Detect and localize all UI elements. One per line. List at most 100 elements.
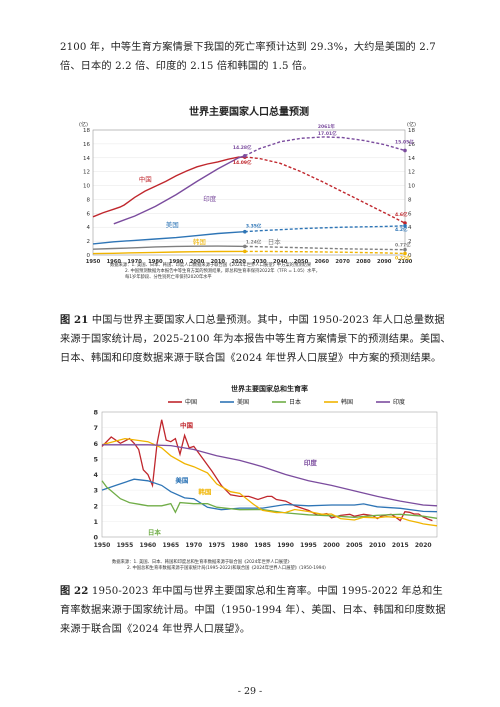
x-tick-label-7: 2020: [231, 259, 246, 265]
y-tick-label-right-3: 6: [408, 211, 412, 217]
series-label-2: 美国: [166, 220, 179, 229]
series-label-3: 日本: [268, 237, 282, 246]
series-line-4: [92, 250, 245, 255]
series-end-marker-3: [403, 247, 407, 252]
x-tick-label-8: 1990: [277, 542, 294, 549]
y-tick-label-7: 7: [93, 424, 98, 432]
y-tick-label-2: 4: [87, 225, 91, 231]
x-tick-label-12: 2010: [369, 542, 386, 549]
y-tick-label-3: 3: [93, 487, 98, 495]
x-tick-label-13: 2080: [356, 259, 371, 265]
x-tick-label-10: 2050: [294, 259, 309, 265]
x-tick-label-9: 2040: [273, 259, 288, 265]
series-end-marker-2: [403, 224, 407, 228]
series-projection-1: [244, 136, 406, 157]
x-tick-label-6: 1980: [231, 542, 248, 549]
x-tick-label-13: 2015: [392, 542, 409, 549]
y-tick-label-4: 4: [93, 471, 98, 479]
series-projection-3: [244, 245, 406, 251]
y-tick-label-right-1: 2: [408, 239, 412, 245]
page-number: - 29 -: [237, 686, 263, 697]
figure22-caption: 图 22 1950-2023 年中国与世界主要国家总和生育率。中国 1995-2…: [60, 582, 452, 639]
y-tick-label-7: 14: [83, 156, 90, 162]
plot-frame: [101, 411, 438, 538]
fig21-note-2: 2. 中国预测数据为本报告中等生育方案的预测结果，即总和生育率保持2022年（T…: [125, 269, 321, 274]
y-tick-label-right-0: 0: [408, 253, 412, 259]
value-annotation-9: 0.77亿: [395, 242, 411, 249]
fig21-note-1: 数据来源：1. 美国、日本、韩国、印度人口数据来源于联合国《2024年世界人口展…: [110, 263, 312, 268]
y-tick-label-5: 10: [83, 184, 90, 190]
value-annotation-4: 15.05亿: [395, 138, 414, 145]
value-annotation-6: 4.2亿: [395, 226, 408, 233]
y-axis-unit: (亿): [79, 121, 88, 128]
series-marker-3: [243, 244, 247, 249]
series-end-marker-4: [403, 251, 407, 256]
series-line-2: [92, 231, 245, 245]
figure21-caption-label: 图 21: [60, 314, 89, 326]
x-tick-label-8: 2030: [252, 259, 267, 265]
x-tick-label-2: 1970: [127, 259, 142, 265]
series-marker-4: [243, 249, 247, 254]
x-tick-label-4: 1990: [169, 259, 184, 265]
fig22-notes: 数据来源：1. 美国、日本、韩国和印度总和生育率数据来源于联合国《2024年世界…: [112, 560, 326, 572]
y-tick-label-0: 0: [93, 534, 98, 542]
y-tick-label-1: 1: [93, 518, 98, 526]
plot-frame: [92, 129, 406, 256]
x-tick-label-4: 1970: [185, 542, 202, 549]
legend-label-4: 印度: [393, 398, 405, 406]
series-marker-2: [243, 229, 247, 234]
series-label-0: 中国: [180, 421, 194, 430]
y-tick-label-0: 0: [87, 253, 91, 259]
x-tick-label-12: 2070: [335, 259, 350, 265]
y-tick-label-right-2: 4: [408, 225, 412, 231]
population-chart: 世界主要国家人口总量预测 0 0 2 2 4 4 6 6 8 8 10 10 12 12 14 14 16 16 18…: [79, 105, 416, 265]
x-tick-label-5: 1975: [208, 542, 225, 549]
value-annotation-0: 14.28亿: [233, 144, 252, 151]
series-line-3: [92, 245, 245, 250]
figure21-caption: 图 21 中国与世界主要国家人口总量预测。其中，中国 1950-2023 年人口…: [60, 311, 452, 368]
y-tick-label-8: 16: [83, 142, 90, 148]
fig21-note-3: 每1岁年龄段、分性别死亡率保持2020年水平: [125, 275, 212, 280]
value-annotation-3: 17.01亿: [318, 130, 337, 137]
value-annotation-2: 2061年: [318, 123, 336, 130]
legend-label-3: 韩国: [341, 398, 353, 406]
series-line-3: [101, 437, 438, 527]
x-tick-label-9: 1995: [300, 542, 317, 549]
y-tick-label-5: 5: [93, 455, 98, 463]
x-tick-label-15: 2100: [398, 259, 413, 265]
series-end-marker-0: [403, 221, 407, 225]
fig22-note-1: 数据来源：1. 美国、日本、韩国和印度总和生育率数据来源于联合国《2024年世界…: [112, 560, 292, 565]
legend-label-1: 美国: [237, 398, 249, 406]
series-end-marker-1: [403, 148, 407, 153]
fig22-note-2: 2. 中国总和生育率数据来源于国家统计局(1995-2022)和联合国《2024…: [127, 566, 326, 571]
x-tick-label-10: 2000: [323, 542, 340, 549]
y-tick-label-8: 8: [93, 409, 98, 417]
y-axis-unit-right: (亿): [407, 121, 416, 128]
y-tick-label-6: 12: [83, 170, 90, 176]
x-tick-label-2: 1960: [140, 542, 157, 549]
chart-title: 世界主要国家总和生育率: [231, 384, 308, 393]
x-tick-label-1: 1960: [107, 259, 122, 265]
y-tick-label-1: 2: [87, 239, 91, 245]
x-tick-label-6: 2010: [211, 259, 226, 265]
y-tick-label-right-8: 16: [408, 142, 415, 148]
fig21-notes: 数据来源：1. 美国、日本、韩国、印度人口数据来源于联合国《2024年世界人口展…: [110, 263, 320, 281]
x-tick-label-0: 1950: [94, 542, 111, 549]
y-tick-label-4: 8: [87, 197, 91, 203]
legend-label-2: 日本: [289, 398, 301, 406]
figure22-caption-label: 图 22: [60, 585, 89, 597]
figure21-caption-text: 中国与世界主要国家人口总量预测。其中，中国 1950-2023 年人口总量数据来…: [60, 315, 451, 364]
series-label-1: 印度: [304, 458, 318, 467]
x-tick-label-3: 1980: [148, 259, 163, 265]
series-line-2: [101, 480, 438, 519]
series-label-0: 中国: [139, 174, 152, 183]
value-annotation-10: 0.22亿: [395, 254, 411, 261]
x-tick-label-0: 1950: [86, 259, 101, 265]
y-tick-label-right-7: 14: [408, 156, 415, 162]
value-annotation-8: 1.24亿: [246, 238, 262, 245]
series-line-4: [102, 444, 438, 507]
series-projection-2: [244, 225, 406, 233]
series-line-1: [101, 478, 438, 513]
legend-label-0: 中国: [185, 398, 197, 406]
